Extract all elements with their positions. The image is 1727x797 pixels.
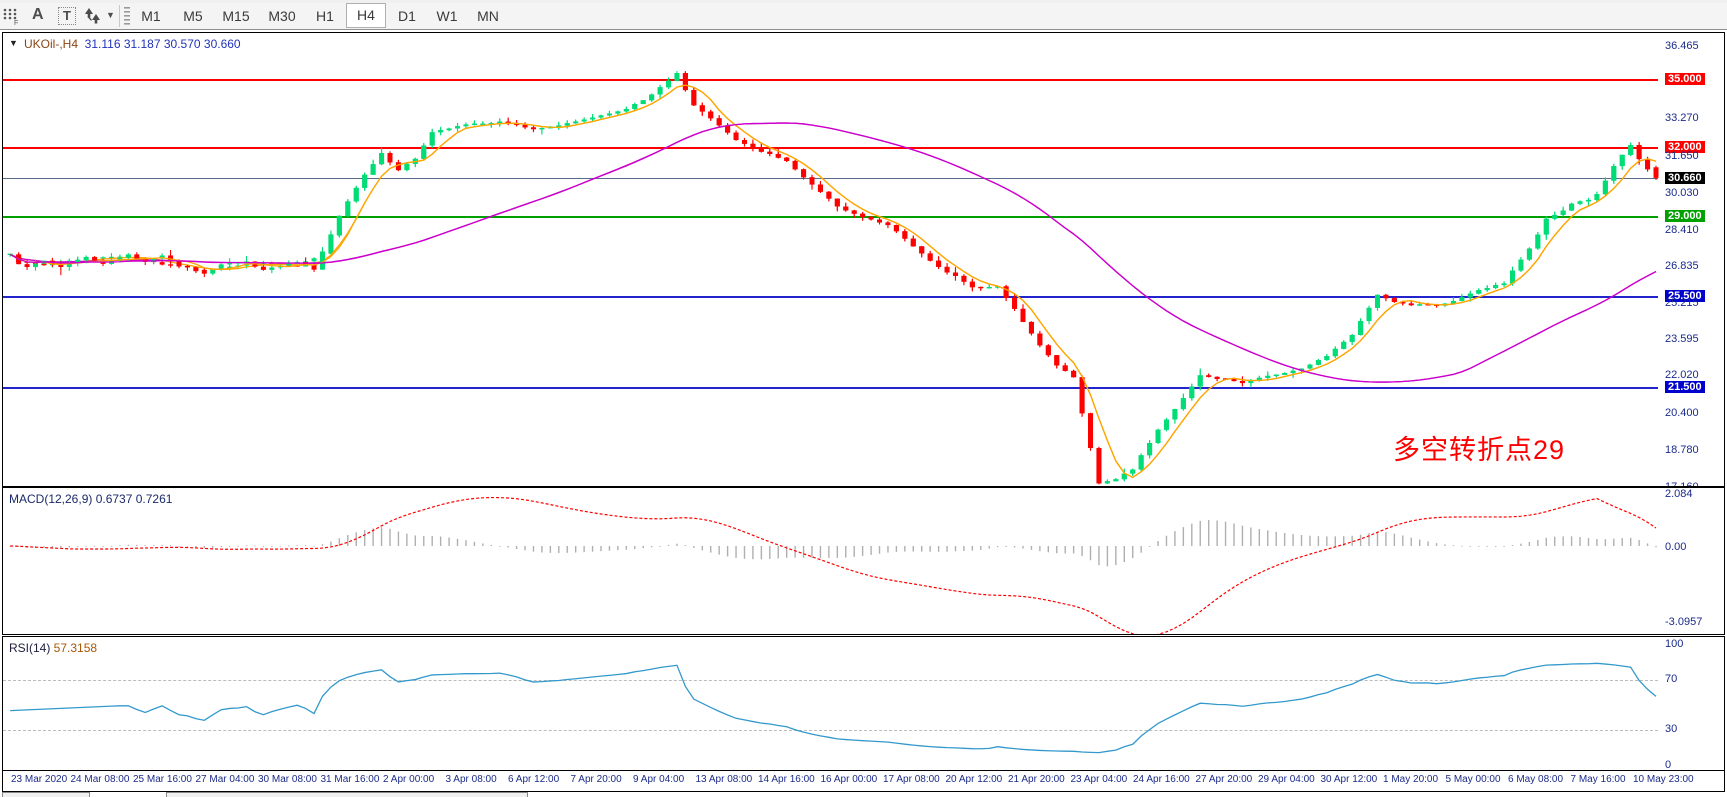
svg-text:F: F xyxy=(14,20,18,26)
